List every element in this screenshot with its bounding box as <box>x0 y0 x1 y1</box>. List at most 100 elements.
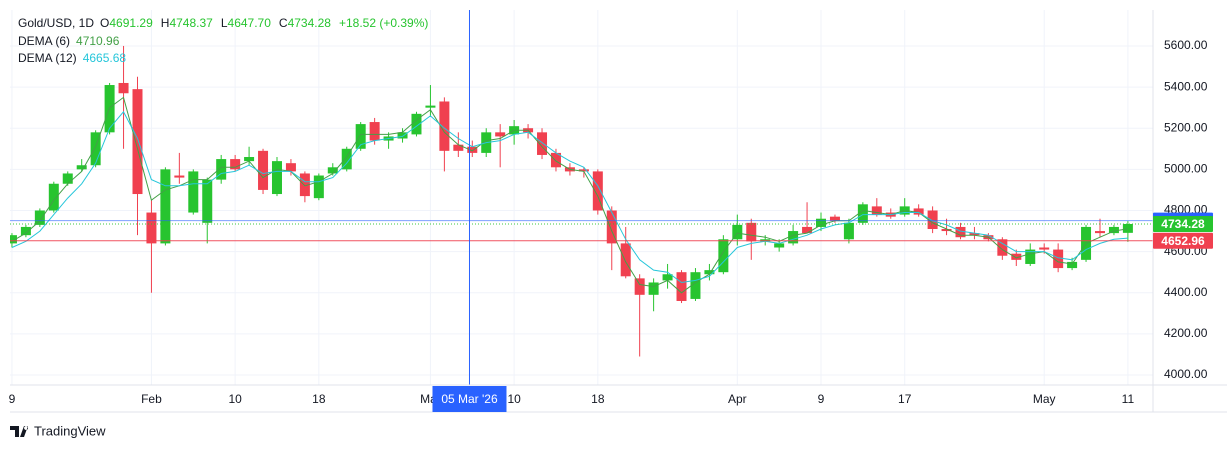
candle-body <box>230 159 241 170</box>
candle-body <box>299 173 310 197</box>
candle-body <box>802 226 813 234</box>
y-tick-label: 5000.00 <box>1164 162 1208 176</box>
symbol: Gold/USD, 1D <box>18 16 94 30</box>
change: +18.52 (+0.39%) <box>339 16 428 30</box>
candle-body <box>829 216 840 221</box>
candle-body <box>258 150 269 190</box>
price-label: 4734.28 <box>1161 217 1205 231</box>
candle-body <box>816 218 827 227</box>
candle-body <box>202 179 213 223</box>
candle-body <box>467 146 478 153</box>
y-tick-label: 5400.00 <box>1164 79 1208 93</box>
candle-body <box>662 274 673 281</box>
candle-body <box>927 210 938 229</box>
dema-line <box>11 110 1128 284</box>
x-tick-label: 11 <box>1122 392 1135 406</box>
candle-body <box>704 270 715 275</box>
y-tick-label: 4000.00 <box>1164 367 1208 381</box>
overlay-name: DEMA (6) <box>18 34 70 48</box>
field-value: 4748.37 <box>169 16 213 30</box>
candle-body <box>355 124 366 149</box>
candle-body <box>1122 224 1133 233</box>
candle-body <box>1011 253 1022 260</box>
candle-body <box>369 122 380 141</box>
brand-logo: TradingView <box>10 423 106 438</box>
legend: Gold/USD, 1D O4691.29 H4748.37 L4647.70 C473… <box>18 16 428 65</box>
candle-body <box>62 173 73 184</box>
candle-body <box>997 239 1008 256</box>
candle-body <box>20 226 31 236</box>
candle-body <box>843 222 854 240</box>
x-tick-label: Feb <box>141 392 162 406</box>
field-value: 4734.28 <box>288 16 332 30</box>
candle-body <box>718 239 729 273</box>
x-tick-label: 9 <box>9 392 16 406</box>
candle-body <box>76 165 87 170</box>
candle-body <box>411 113 422 135</box>
candle-body <box>592 171 603 211</box>
candle-body <box>676 272 687 301</box>
field-key: O <box>100 16 109 30</box>
y-tick-label: 4400.00 <box>1164 285 1208 299</box>
logo-icon <box>10 426 29 437</box>
crosshair-label-box <box>432 386 507 412</box>
candle-body <box>774 243 785 248</box>
candle-body <box>495 132 506 137</box>
brand-name: TradingView <box>34 423 106 438</box>
candle-body <box>146 212 157 244</box>
candle-body <box>1025 249 1036 264</box>
candle-body <box>327 167 338 174</box>
axes-layer: 4000.004200.004400.004600.004800.005000.… <box>9 38 1213 412</box>
overlay-legend: DEMA (12) 4665.68 <box>18 51 126 65</box>
candle-body <box>732 224 743 240</box>
candle-body <box>550 152 561 168</box>
candle-body <box>1067 261 1078 269</box>
overlay-value: 4710.96 <box>76 34 120 48</box>
candle-body <box>537 132 548 155</box>
candle-body <box>620 243 631 277</box>
overlay-legend: DEMA (6) 4710.96 <box>18 34 120 48</box>
candle-body <box>857 204 868 223</box>
y-tick-label: 5600.00 <box>1164 38 1208 52</box>
plot-layer <box>10 10 1153 385</box>
candle-body <box>871 206 882 215</box>
candle-body <box>188 171 199 213</box>
candle-body <box>969 233 980 236</box>
candle-body <box>244 157 255 162</box>
candle-body <box>132 89 143 195</box>
candle-body <box>439 101 450 151</box>
candle-body <box>1094 231 1105 234</box>
x-tick-label: 10 <box>507 392 521 406</box>
price-label-box <box>1153 232 1213 249</box>
candle-body <box>48 183 59 211</box>
field-value: 4647.70 <box>228 16 272 30</box>
candle-body <box>425 105 436 108</box>
x-tick-label: 10 <box>228 392 242 406</box>
candle-body <box>160 169 171 244</box>
field-key: H <box>161 16 170 30</box>
price-label: 4652.96 <box>1161 234 1205 248</box>
candle-body <box>285 163 296 172</box>
candle-body <box>34 210 45 225</box>
candle-body <box>10 235 17 244</box>
price-label-box <box>1153 216 1213 233</box>
x-tick-label: 18 <box>591 392 605 406</box>
candle-body <box>341 148 352 170</box>
x-tick-label: May <box>1033 392 1056 406</box>
x-tick-label: Apr <box>728 392 747 406</box>
y-tick-label: 5200.00 <box>1164 120 1208 134</box>
x-tick-label: 9 <box>818 392 825 406</box>
x-tick-label: 18 <box>312 392 326 406</box>
candle-body <box>788 231 799 244</box>
x-tick-label: 17 <box>898 392 912 406</box>
candle-body <box>1053 249 1064 269</box>
candle-body <box>606 210 617 244</box>
candle-body <box>118 82 129 94</box>
candle-body <box>397 132 408 139</box>
candle-body <box>690 272 701 299</box>
overlay-value: 4665.68 <box>83 51 127 65</box>
field-value: 4691.29 <box>109 16 153 30</box>
candle-body <box>271 161 282 195</box>
